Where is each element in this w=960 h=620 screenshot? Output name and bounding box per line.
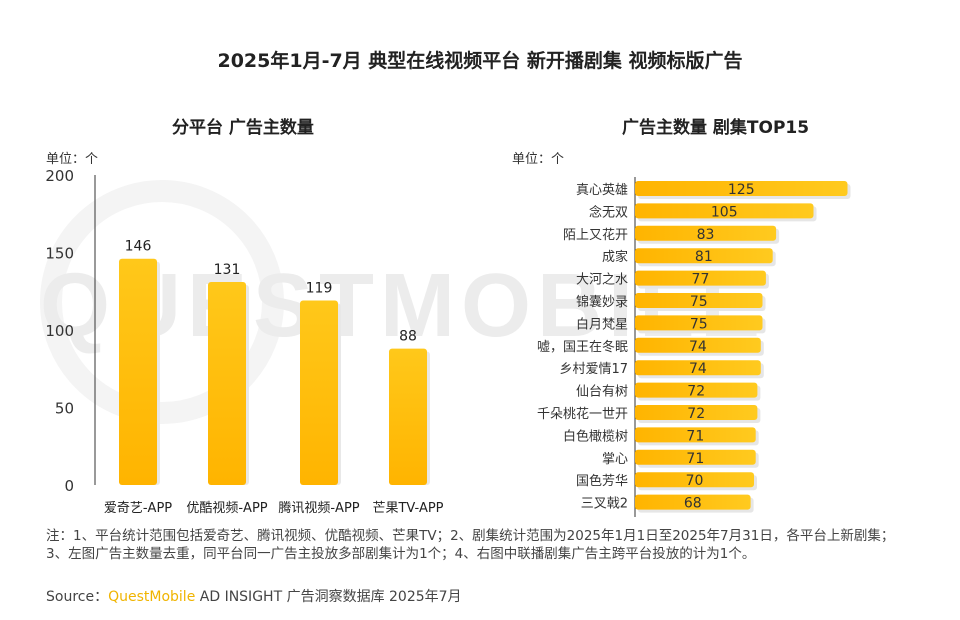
y-tick-label: 仙台有树 (576, 385, 628, 400)
bar-data-label: 74 (689, 339, 707, 355)
source-line: Source：QuestMobile AD INSIGHT 广告洞察数据库 20… (46, 586, 462, 606)
bar (635, 225, 777, 241)
bar (635, 360, 761, 376)
left-chart-title: 分平台 广告主数量 (172, 118, 314, 138)
bar-data-label: 75 (690, 294, 708, 310)
bar (635, 472, 754, 488)
bar (635, 181, 848, 196)
y-tick-label: 100 (45, 322, 74, 340)
left-unit-label: 单位：个 (46, 152, 99, 167)
x-tick-label: 腾讯视频-APP (278, 500, 359, 516)
bar (208, 281, 246, 485)
bar-data-label: 131 (214, 262, 241, 278)
y-tick-label: 200 (45, 167, 74, 185)
bar (635, 449, 756, 465)
bar-data-label: 119 (306, 281, 333, 297)
y-tick-label: 念无双 (589, 204, 628, 220)
source-rest: AD INSIGHT 广告洞察数据库 2025年7月 (195, 589, 462, 605)
y-tick-label: 国色芳华 (576, 473, 628, 489)
bar (635, 315, 763, 331)
bar (635, 248, 773, 264)
y-tick-label: 成家 (602, 249, 628, 265)
bar-data-label: 70 (686, 473, 704, 489)
y-tick-label: 大河之水 (576, 273, 628, 288)
bar-data-label: 125 (728, 182, 755, 198)
y-tick-label: 白色橄榄树 (563, 428, 628, 444)
bar (635, 203, 814, 219)
bar (635, 405, 758, 420)
bar-data-label: 146 (125, 239, 152, 255)
bar-data-label: 88 (399, 329, 417, 345)
right-chart-title: 广告主数量 剧集TOP15 (622, 118, 810, 138)
bar (635, 270, 766, 286)
bar-data-label: 72 (687, 406, 705, 422)
bar (119, 258, 157, 485)
x-tick-label: 芒果TV-APP (372, 500, 443, 516)
bar-data-label: 81 (695, 249, 713, 265)
main-title: 2025年1月-7月 典型在线视频平台 新开播剧集 视频标版广告 (217, 50, 743, 72)
bar-data-label: 72 (687, 384, 705, 400)
y-tick-label: 50 (55, 400, 74, 418)
y-tick-label: 掌心 (602, 452, 628, 467)
bar-data-label: 75 (690, 316, 708, 332)
source-prefix: Source： (46, 589, 109, 605)
bar (389, 348, 427, 485)
bar-data-label: 105 (711, 204, 738, 220)
y-tick-label: 乡村爱情17 (559, 362, 628, 377)
y-tick-label: 150 (45, 245, 74, 263)
bar-data-label: 83 (697, 227, 715, 243)
y-tick-label: 三叉戟2 (581, 497, 628, 512)
bar-data-label: 71 (686, 428, 704, 444)
right-unit-label: 单位：个 (512, 152, 565, 167)
bar (635, 427, 756, 443)
bar (300, 300, 338, 485)
bar-data-label: 74 (689, 361, 707, 377)
y-tick-label: 千朵桃花一世开 (537, 406, 628, 422)
bar (635, 494, 751, 510)
footnotes: 注：1、平台统计范围包括爱奇艺、腾讯视频、优酷视频、芒果TV；2、剧集统计范围为… (46, 528, 895, 562)
y-tick-label: 嘘，国王在冬眠 (537, 339, 628, 355)
bar-data-label: 77 (692, 272, 710, 288)
y-tick-label: 0 (64, 477, 74, 495)
x-tick-label: 优酷视频-APP (186, 501, 267, 516)
x-tick-label: 爱奇艺-APP (104, 500, 172, 516)
y-tick-label: 白月梵星 (576, 316, 628, 332)
bar (635, 293, 763, 308)
bar (635, 337, 761, 353)
bar-data-label: 71 (686, 451, 704, 467)
bar (635, 382, 758, 398)
source-brand: QuestMobile (108, 589, 196, 605)
y-tick-label: 真心英雄 (576, 183, 628, 198)
y-tick-label: 锦囊妙录 (576, 294, 628, 310)
bar-data-label: 68 (684, 496, 702, 512)
y-tick-label: 陌上又花开 (563, 227, 628, 243)
